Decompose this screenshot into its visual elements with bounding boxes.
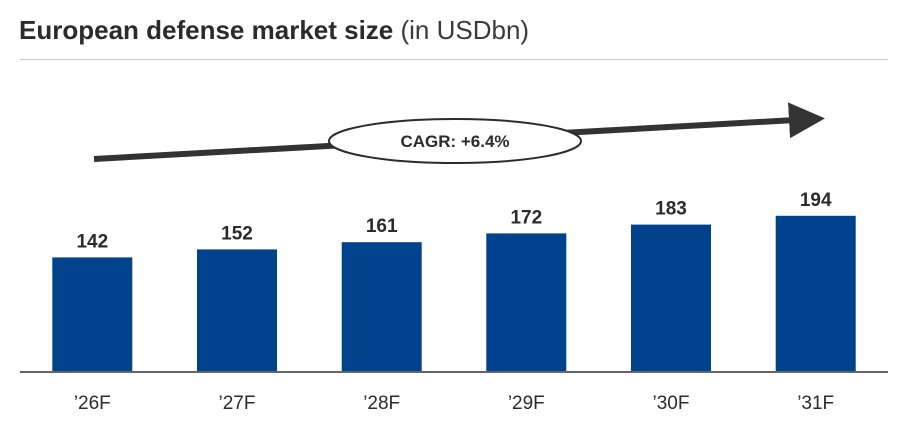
value-labels-layer: 142 152 161 172 183 194 — [76, 190, 832, 253]
x-tick-label: ’27F — [219, 393, 256, 414]
bar-value-label: 172 — [510, 207, 542, 228]
bar-value-label: 142 — [76, 231, 108, 252]
bar — [486, 233, 566, 371]
bar-value-label: 152 — [221, 223, 253, 244]
bars-layer — [52, 216, 855, 371]
bar — [631, 225, 711, 371]
bar — [776, 216, 856, 371]
bar — [197, 249, 277, 371]
x-tick-label: ’28F — [363, 393, 400, 414]
x-tick-label: ’30F — [653, 393, 690, 414]
x-tick-label: ’26F — [74, 393, 111, 414]
x-tick-label: ’31F — [797, 393, 834, 414]
bar-value-label: 194 — [800, 190, 832, 211]
cagr-label: CAGR: +6.4% — [400, 132, 509, 151]
x-tick-label: ’29F — [508, 393, 545, 414]
bar — [52, 257, 132, 371]
bar-value-label: 183 — [655, 199, 687, 220]
bar-value-label: 161 — [366, 216, 398, 237]
x-tick-labels-layer: ’26F ’27F ’28F ’29F ’30F ’31F — [74, 393, 834, 414]
cagr-annotation: CAGR: +6.4% — [94, 119, 795, 163]
bar — [342, 242, 422, 371]
